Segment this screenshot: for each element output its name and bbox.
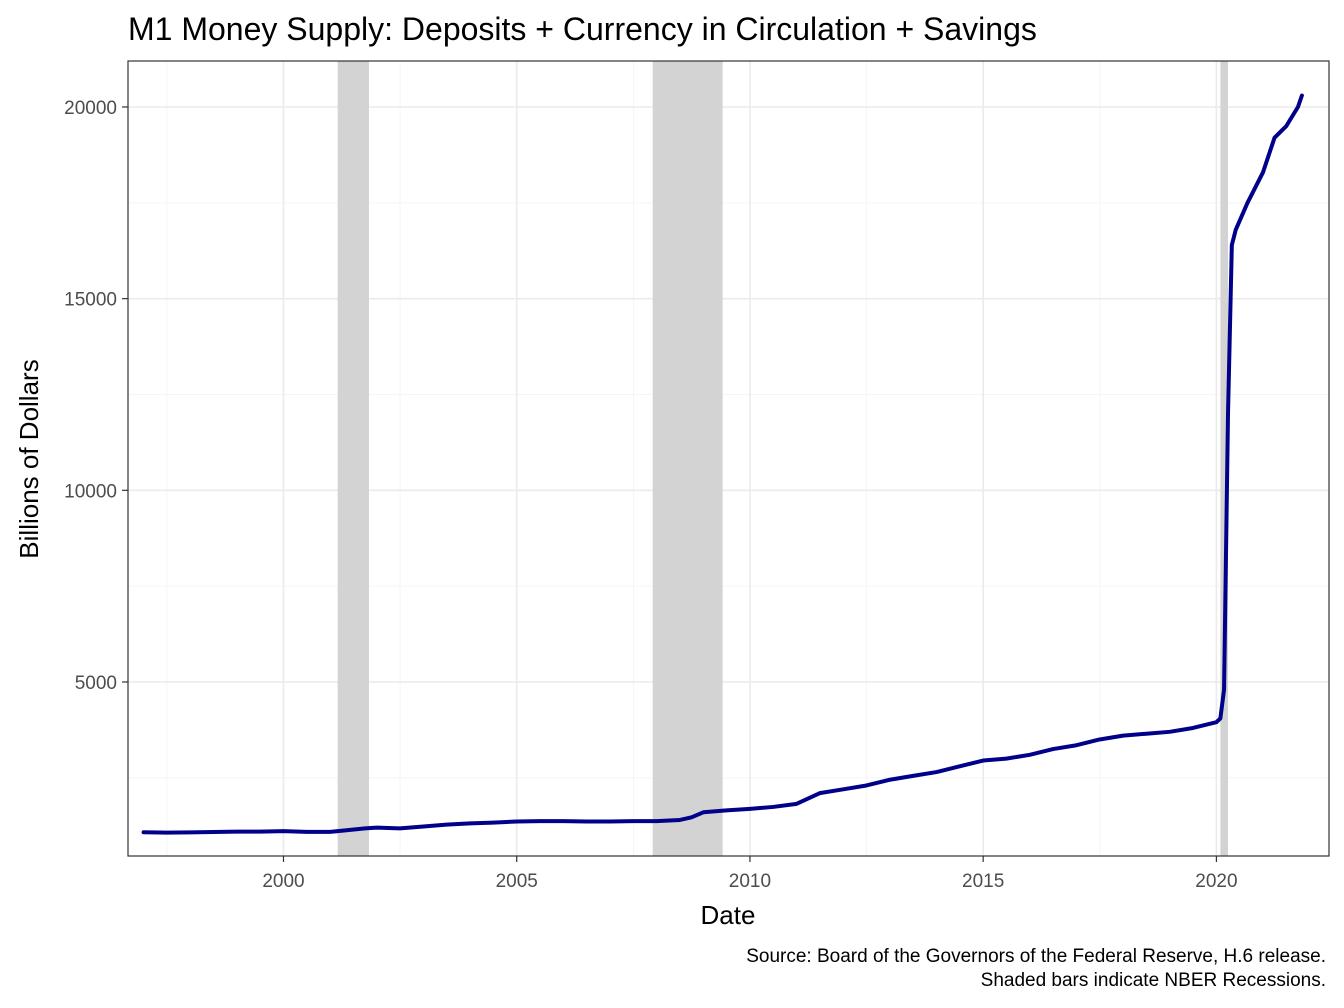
y-tick-label: 20000 <box>64 98 117 119</box>
recession-bar <box>337 61 369 856</box>
x-tick-label: 2000 <box>262 871 304 892</box>
x-axis: 2000 2005 2010 2015 2020 <box>262 856 1238 892</box>
panel-border <box>127 60 1330 857</box>
recession-bar <box>1220 61 1229 856</box>
recession-bar <box>652 61 723 856</box>
source-caption: Source: Board of the Governors of the Fe… <box>746 946 1326 967</box>
minor-gridlines <box>128 61 1329 856</box>
chart-title: M1 Money Supply: Deposits + Currency in … <box>128 11 1037 47</box>
x-tick-label: 2010 <box>729 871 771 892</box>
x-tick-label: 2005 <box>496 871 538 892</box>
x-tick-label: 2020 <box>1195 871 1237 892</box>
y-tick-label: 5000 <box>75 673 117 694</box>
plot-panel <box>127 60 1330 857</box>
recession-note-caption: Shaded bars indicate NBER Recessions. <box>981 970 1326 991</box>
major-gridlines <box>128 61 1329 856</box>
x-axis-title: Date <box>701 900 756 930</box>
y-tick-label: 15000 <box>64 290 117 311</box>
recession-shading <box>337 61 1229 856</box>
y-tick-label: 10000 <box>64 481 117 502</box>
m1-series-line <box>141 93 1304 835</box>
x-tick-label: 2015 <box>962 871 1004 892</box>
y-axis: 5000 10000 15000 20000 <box>64 98 128 694</box>
y-axis-title: Billions of Dollars <box>14 359 44 558</box>
